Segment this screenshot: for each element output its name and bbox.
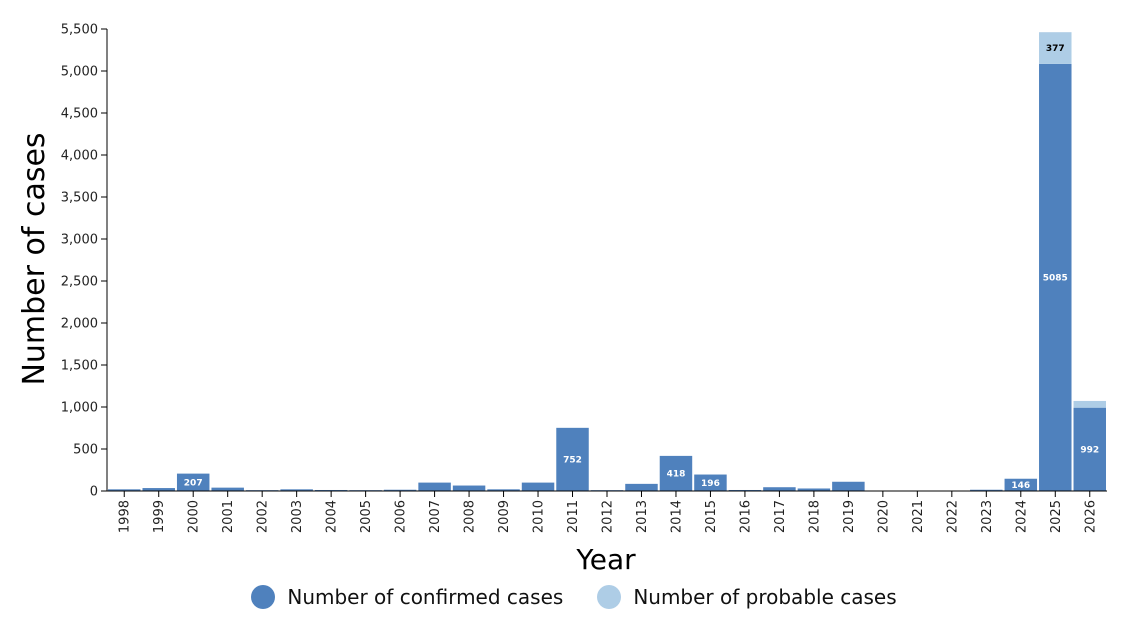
bar-confirmed-2001 [211, 487, 244, 491]
bar-confirmed-2016 [728, 489, 762, 491]
y-tick-label-4500: 4,500 [61, 107, 98, 122]
bar-confirmed-2008 [452, 485, 486, 491]
bar-confirmed-2009 [487, 489, 520, 491]
legend-item-confirmed[interactable]: Number of confirmed cases [251, 585, 563, 609]
x-tick-label-2001: 2001 [221, 500, 236, 533]
x-tick-label-2005: 2005 [359, 500, 374, 533]
data-label-confirmed-2014: 418 [667, 469, 686, 479]
data-label-confirmed-2026: 992 [1080, 445, 1099, 455]
y-tick-label-1500: 1,500 [61, 359, 98, 374]
y-tick-label-4000: 4,000 [61, 149, 98, 164]
bar-confirmed-2011 [556, 427, 589, 491]
y-tick-label-1000: 1,000 [61, 401, 98, 416]
x-tick-label-2012: 2012 [601, 500, 616, 533]
x-tick-label-2022: 2022 [945, 500, 960, 533]
y-tick-label-0: 0 [90, 485, 98, 500]
x-tick-label-2010: 2010 [532, 500, 547, 533]
x-tick-label-2014: 2014 [669, 500, 684, 533]
x-tick-label-2009: 2009 [497, 500, 512, 533]
x-tick-label-2021: 2021 [911, 500, 926, 533]
data-label-confirmed-2015: 196 [701, 479, 720, 489]
bar-probable-2025 [1039, 32, 1072, 64]
bar-confirmed-2003 [280, 489, 313, 491]
y-axis-title: Number of cases [17, 132, 52, 385]
plot-area: 207 752 418 196 146 5085 377 992 0 500 1,000 1,500 2… [61, 23, 1107, 533]
data-label-confirmed-2000: 207 [184, 478, 203, 488]
bar-confirmed-2023 [970, 489, 1003, 491]
x-tick-label-2008: 2008 [463, 500, 478, 533]
data-label-confirmed-2024: 146 [1011, 481, 1030, 491]
legend-swatch-confirmed [251, 585, 276, 609]
y-tick-label-500: 500 [73, 443, 98, 458]
x-axis-title: Year [575, 543, 636, 576]
x-tick-label-2017: 2017 [773, 500, 788, 533]
x-tick-label-2026: 2026 [1083, 500, 1098, 533]
data-label-confirmed-2025: 5085 [1043, 273, 1068, 283]
x-tick-label-2002: 2002 [256, 500, 271, 533]
bar-probable-2026 [1073, 400, 1106, 408]
x-tick-label-2003: 2003 [290, 500, 305, 533]
x-tick-label-2013: 2013 [635, 500, 650, 533]
x-tick-label-2018: 2018 [807, 500, 822, 533]
legend-label-confirmed: Number of confirmed cases [287, 585, 564, 609]
x-tick-label-2024: 2024 [1014, 500, 1029, 533]
bar-confirmed-2017 [763, 487, 796, 491]
data-label-probable-2025: 377 [1046, 44, 1065, 54]
legend-label-probable: Number of probable cases [633, 585, 897, 609]
data-label-confirmed-2011: 752 [563, 455, 582, 465]
bar-confirmed-2025 [1039, 63, 1072, 492]
x-tick-label-2016: 2016 [738, 500, 753, 533]
bar-confirmed-2026 [1073, 407, 1106, 491]
x-tick-label-1999: 1999 [152, 500, 167, 533]
bar-confirmed-2004 [314, 489, 348, 491]
x-tick-label-2015: 2015 [704, 500, 719, 533]
bar-confirmed-2007 [418, 482, 451, 491]
bar-confirmed-2000 [176, 473, 210, 491]
y-tick-label-2000: 2,000 [61, 317, 98, 332]
y-tick-label-2500: 2,500 [61, 275, 98, 290]
x-tick-label-2000: 2000 [187, 500, 202, 533]
legend: Number of confirmed cases Number of prob… [0, 580, 1148, 614]
x-tick-label-1998: 1998 [118, 500, 133, 533]
bar-confirmed-2019 [832, 481, 865, 491]
y-tick-label-3500: 3,500 [61, 191, 98, 206]
bar-confirmed-2018 [797, 488, 831, 491]
bar-confirmed-2024 [1004, 478, 1038, 491]
bar-confirmed-2006 [383, 489, 417, 491]
x-tick-label-2025: 2025 [1049, 500, 1064, 533]
y-tick-label-5000: 5,000 [61, 65, 98, 80]
x-tick-label-2004: 2004 [325, 500, 340, 533]
x-tick-label-2007: 2007 [428, 500, 443, 533]
x-tick-label-2023: 2023 [980, 500, 995, 533]
y-tick-label-3000: 3,000 [61, 233, 98, 248]
bar-confirmed-2015 [694, 474, 727, 491]
y-tick-label-5500: 5,500 [61, 23, 98, 38]
x-tick-label-2011: 2011 [566, 500, 581, 533]
bar-confirmed-2013 [625, 483, 658, 491]
bar-confirmed-2014 [659, 455, 693, 491]
x-tick-label-2019: 2019 [842, 500, 857, 533]
x-tick-label-2020: 2020 [876, 500, 891, 533]
x-tick-label-2006: 2006 [394, 500, 409, 533]
bar-chart: 207 752 418 196 146 5085 377 992 0 500 1,000 1,500 2… [17, 23, 1107, 576]
bar-confirmed-1999 [142, 488, 175, 491]
legend-item-probable[interactable]: Number of probable cases [597, 585, 897, 609]
legend-swatch-probable [597, 585, 622, 609]
bar-confirmed-1998 [108, 489, 141, 491]
bar-confirmed-2010 [521, 482, 555, 491]
